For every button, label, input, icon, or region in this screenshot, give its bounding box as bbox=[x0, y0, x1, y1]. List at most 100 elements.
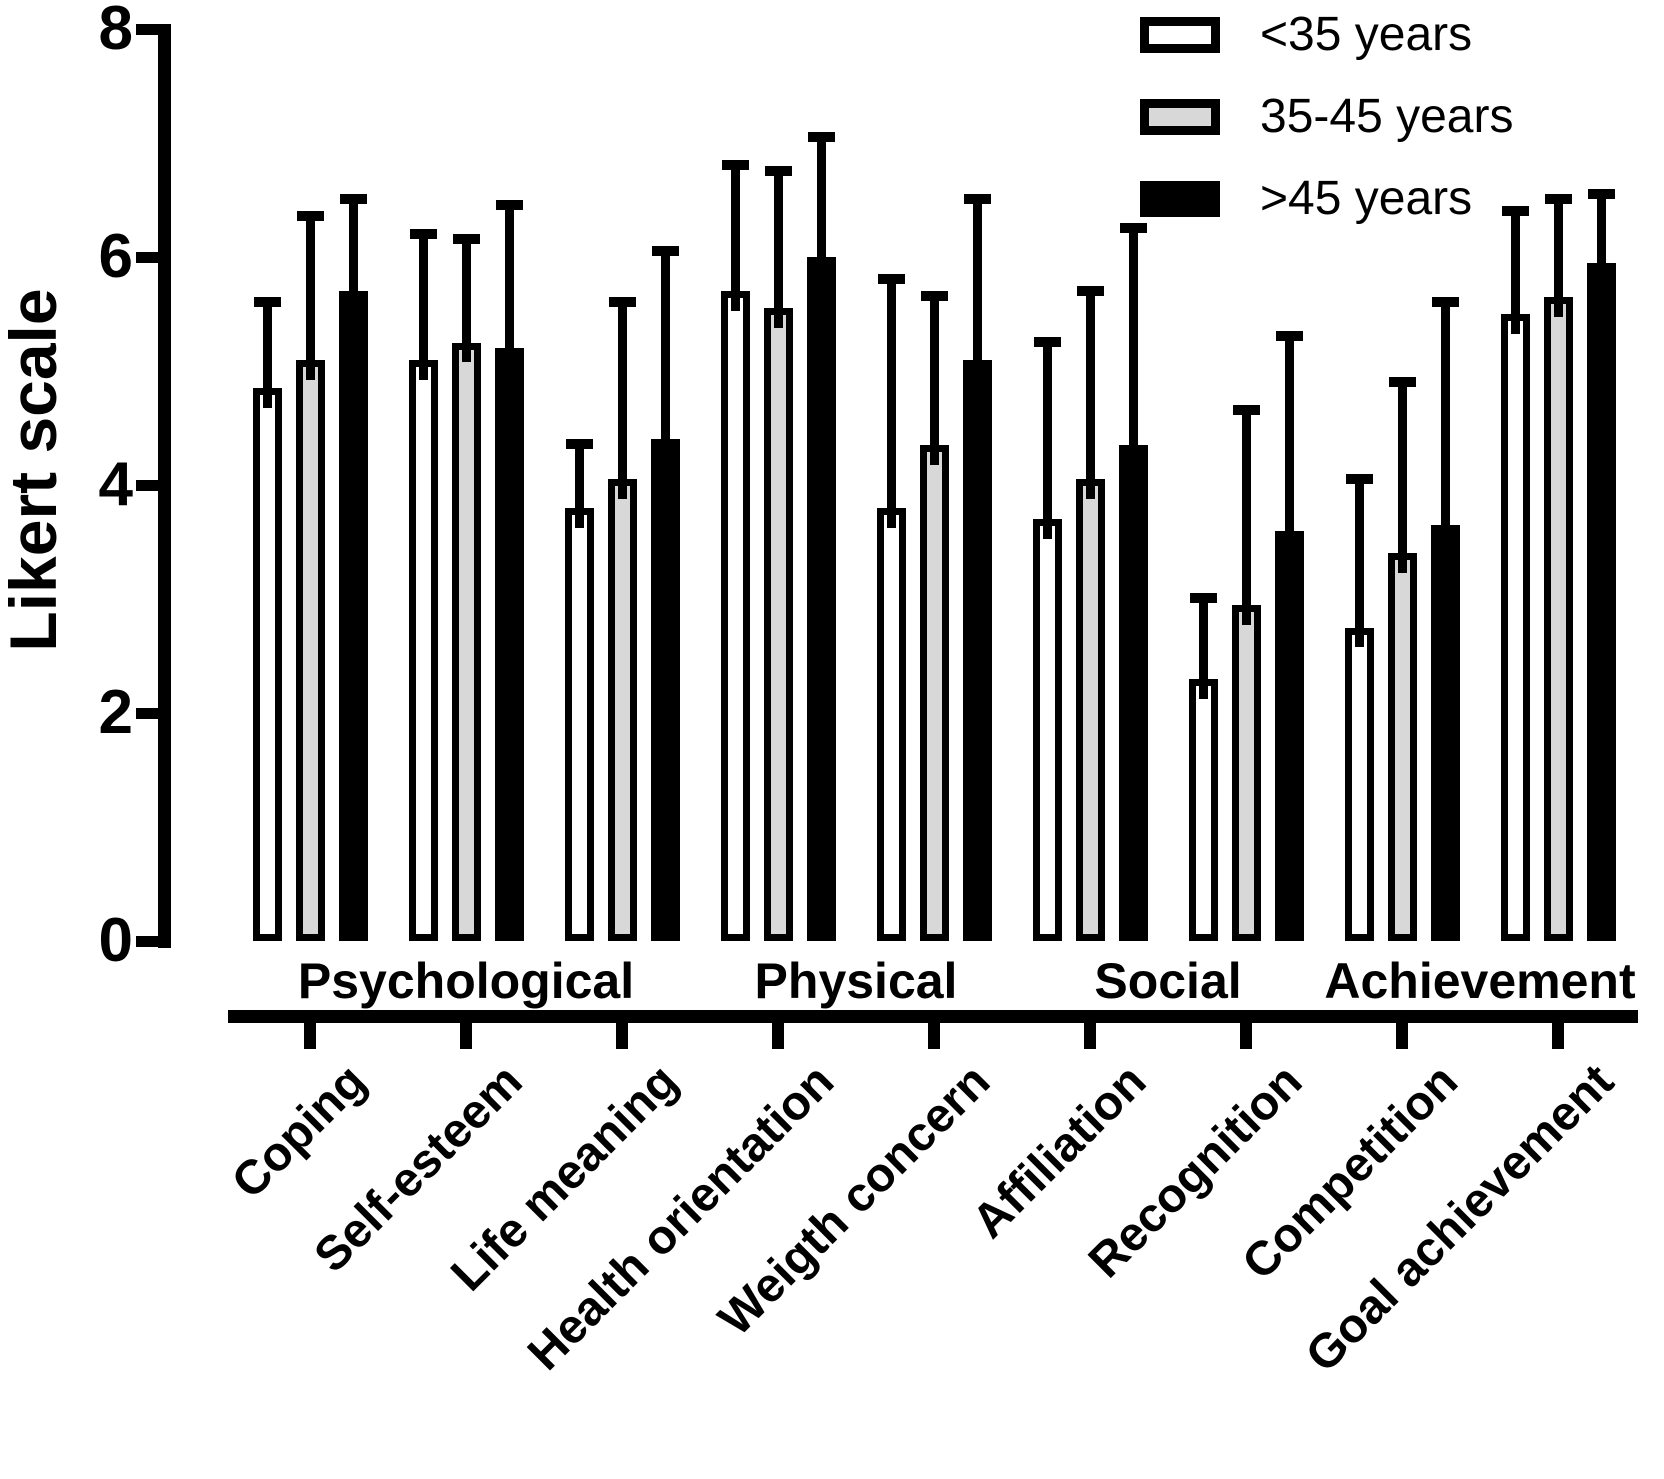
legend-label: >45 years bbox=[1260, 172, 1473, 225]
group-header: Social bbox=[1094, 953, 1242, 1009]
error-bar-line bbox=[618, 296, 627, 500]
y-axis-tick bbox=[136, 252, 158, 263]
y-axis-tick bbox=[136, 24, 158, 35]
category-tick bbox=[616, 1023, 628, 1049]
error-bar-line bbox=[575, 439, 584, 528]
bar bbox=[1119, 445, 1148, 941]
error-bar-cap bbox=[254, 296, 281, 307]
bar bbox=[920, 445, 949, 941]
category-tick bbox=[1084, 1023, 1096, 1049]
category-label: Coping bbox=[221, 1054, 377, 1209]
bar bbox=[339, 291, 368, 941]
error-bar-line bbox=[1398, 376, 1407, 574]
error-bar-cap bbox=[340, 194, 367, 205]
error-bar-line bbox=[1242, 405, 1251, 625]
error-bar-line bbox=[1043, 336, 1052, 540]
bar bbox=[764, 308, 793, 941]
bar bbox=[253, 388, 282, 941]
error-bar-line bbox=[1129, 222, 1138, 466]
category-tick bbox=[772, 1023, 784, 1049]
error-bar-cap bbox=[410, 228, 437, 239]
category-label: Weigth concern bbox=[708, 1054, 1001, 1347]
category-tick bbox=[928, 1023, 940, 1049]
error-bar-line bbox=[1511, 205, 1520, 334]
error-bar-line bbox=[661, 245, 670, 460]
error-bar-line bbox=[1086, 285, 1095, 500]
error-bar-cap bbox=[496, 200, 523, 210]
error-bar-line bbox=[462, 234, 471, 363]
bar bbox=[1544, 296, 1573, 941]
y-tick-label: 0 bbox=[98, 906, 133, 975]
bar bbox=[1431, 524, 1460, 941]
error-bar-line bbox=[930, 291, 939, 466]
error-bar-line bbox=[731, 160, 740, 312]
bar bbox=[651, 439, 680, 941]
error-bar-line bbox=[1355, 473, 1364, 648]
bar bbox=[296, 359, 325, 941]
error-bar-cap bbox=[878, 274, 905, 285]
bar bbox=[877, 507, 906, 941]
error-bar-line bbox=[306, 211, 315, 380]
bar bbox=[1501, 314, 1530, 941]
error-bar-cap bbox=[1588, 188, 1615, 199]
error-bar-line bbox=[973, 194, 982, 380]
error-bar-line bbox=[505, 200, 514, 369]
error-bar-cap bbox=[1233, 405, 1260, 416]
error-bar-cap bbox=[1190, 593, 1217, 604]
error-bar-line bbox=[1554, 194, 1563, 317]
category-tick bbox=[1552, 1023, 1564, 1049]
bar bbox=[1345, 627, 1374, 941]
error-bar-line bbox=[1199, 593, 1208, 699]
bar bbox=[1232, 604, 1261, 941]
error-bar-line bbox=[1441, 296, 1450, 545]
error-bar-line bbox=[349, 194, 358, 312]
bar bbox=[807, 257, 836, 941]
group-header: Achievement bbox=[1324, 953, 1636, 1009]
legend-label: <35 years bbox=[1260, 8, 1473, 61]
error-bar-cap bbox=[722, 160, 749, 171]
bar bbox=[565, 507, 594, 941]
y-axis-tick bbox=[136, 480, 158, 491]
bar bbox=[495, 348, 524, 941]
error-bar-cap bbox=[1034, 336, 1061, 347]
bar bbox=[452, 342, 481, 941]
error-bar-cap bbox=[1120, 222, 1147, 233]
bar bbox=[1388, 553, 1417, 941]
bar bbox=[608, 479, 637, 941]
error-bar-line bbox=[263, 296, 272, 409]
group-header: Physical bbox=[754, 953, 958, 1009]
error-bar-cap bbox=[297, 211, 324, 222]
bar bbox=[1189, 678, 1218, 941]
y-tick-label: 4 bbox=[98, 450, 133, 519]
y-tick-label: 2 bbox=[98, 678, 133, 747]
y-axis-tick bbox=[136, 708, 158, 719]
bar bbox=[1587, 262, 1616, 941]
category-tick bbox=[304, 1023, 316, 1049]
error-bar-cap bbox=[765, 165, 792, 176]
bar bbox=[1275, 530, 1304, 941]
y-axis-tick bbox=[136, 936, 158, 947]
legend-row: >45 years bbox=[1140, 174, 1472, 224]
error-bar-cap bbox=[1077, 285, 1104, 296]
legend-swatch bbox=[1140, 17, 1220, 53]
error-bar-cap bbox=[808, 131, 835, 142]
error-bar-cap bbox=[1432, 296, 1459, 307]
error-bar-cap bbox=[453, 234, 480, 245]
x-axis-line bbox=[228, 1010, 1638, 1023]
legend-label: 35-45 years bbox=[1260, 90, 1514, 143]
bar bbox=[409, 359, 438, 941]
error-bar-line bbox=[1285, 331, 1294, 551]
error-bar-cap bbox=[1389, 376, 1416, 387]
y-tick-label: 8 bbox=[98, 0, 133, 63]
bar bbox=[721, 291, 750, 941]
error-bar-cap bbox=[921, 291, 948, 302]
bar bbox=[1076, 479, 1105, 941]
error-bar-line bbox=[419, 228, 428, 380]
legend-row: <35 years bbox=[1140, 10, 1472, 60]
y-axis-line bbox=[158, 24, 171, 948]
error-bar-cap bbox=[1276, 331, 1303, 342]
error-bar-line bbox=[817, 131, 826, 277]
category-tick bbox=[460, 1023, 472, 1049]
legend-row: 35-45 years bbox=[1140, 92, 1513, 142]
